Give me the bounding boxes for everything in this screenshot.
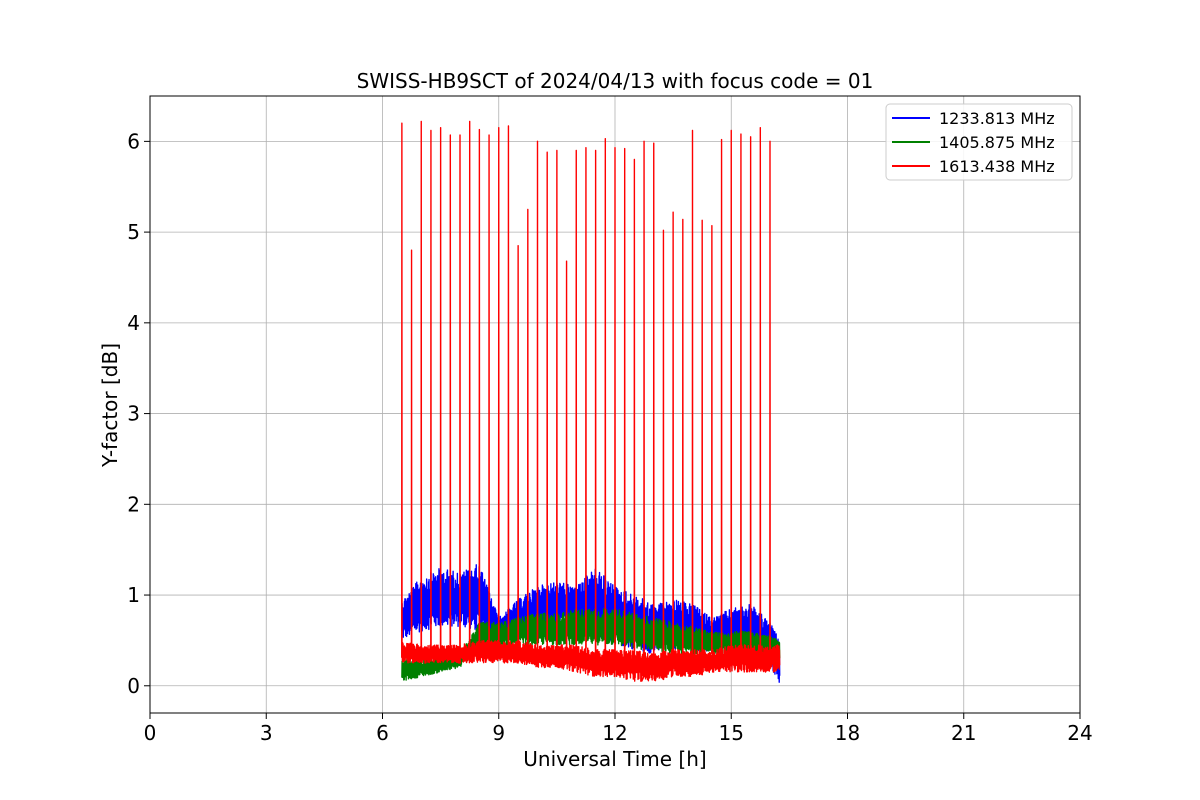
series-layer <box>401 120 781 683</box>
legend-label-1: 1405.875 MHz <box>939 133 1055 152</box>
legend-label-2: 1613.438 MHz <box>939 157 1055 176</box>
x-tick-label-2: 6 <box>376 721 389 745</box>
x-tick-label-6: 18 <box>835 721 860 745</box>
x-axis: 0 3 6 9 12 15 18 21 24 <box>144 713 1093 745</box>
x-tick-label-0: 0 <box>144 721 157 745</box>
y-tick-label-2: 2 <box>127 492 140 516</box>
x-tick-label-4: 12 <box>602 721 627 745</box>
x-tick-label-5: 15 <box>719 721 744 745</box>
x-tick-label-7: 21 <box>951 721 976 745</box>
y-tick-label-1: 1 <box>127 583 140 607</box>
x-tick-label-8: 24 <box>1067 721 1092 745</box>
y-tick-label-6: 6 <box>127 129 140 153</box>
x-tick-label-3: 9 <box>492 721 505 745</box>
legend-label-0: 1233.813 MHz <box>939 109 1055 128</box>
y-tick-label-3: 3 <box>127 402 140 426</box>
chart-title: SWISS-HB9SCT of 2024/04/13 with focus co… <box>357 69 874 93</box>
y-axis: 0 1 2 3 4 5 6 <box>127 129 150 698</box>
x-tick-label-1: 3 <box>260 721 273 745</box>
y-tick-label-0: 0 <box>127 674 140 698</box>
series-line-2 <box>401 120 781 682</box>
x-axis-label: Universal Time [h] <box>523 747 706 771</box>
legend-box <box>885 103 1073 181</box>
y-tick-label-4: 4 <box>127 311 140 335</box>
y-axis-label: Y-factor [dB] <box>98 343 122 468</box>
legend: 1233.813 MHz 1405.875 MHz 1613.438 MHz <box>885 103 1073 181</box>
y-tick-label-5: 5 <box>127 220 140 244</box>
